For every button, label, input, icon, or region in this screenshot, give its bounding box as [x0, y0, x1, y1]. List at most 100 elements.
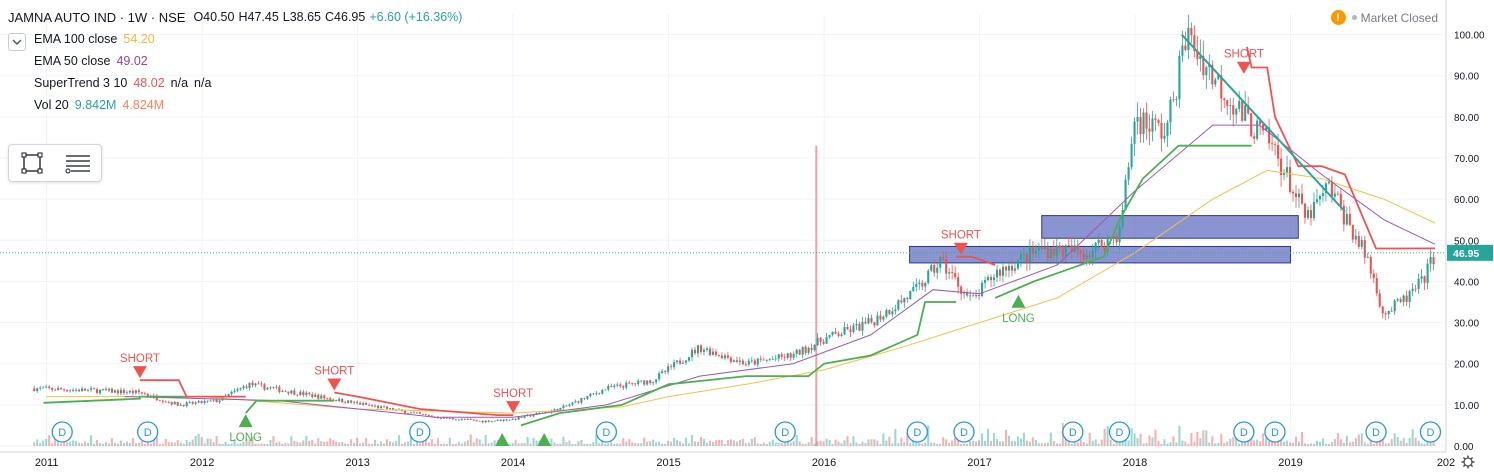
- zone-rectangles[interactable]: [909, 215, 1299, 264]
- candle-body: [281, 390, 284, 392]
- dividend-label: D: [1116, 427, 1124, 439]
- indicator-row[interactable]: EMA 100 close 54.20: [8, 28, 462, 50]
- volume-bar: [520, 443, 523, 446]
- candle-body: [894, 309, 897, 312]
- candle-body: [960, 286, 963, 294]
- volume-bar: [1399, 440, 1402, 446]
- candle-body: [995, 269, 999, 278]
- candle-body: [514, 418, 517, 420]
- candle-body: [1001, 266, 1005, 276]
- candle-body: [1247, 105, 1250, 114]
- volume-bar: [1097, 443, 1100, 446]
- candle-body: [1238, 100, 1241, 109]
- dividend-marker[interactable]: D: [137, 421, 159, 443]
- short-label: SHORT: [941, 230, 981, 242]
- zone-rectangle: [909, 245, 1292, 264]
- settings-lines-tool[interactable]: [55, 145, 101, 181]
- dividend-marker[interactable]: D: [409, 421, 431, 443]
- short-arrow: [506, 401, 521, 414]
- candle-body: [981, 282, 984, 297]
- volume-bar: [1151, 437, 1154, 446]
- candle-body: [1351, 224, 1354, 240]
- candle-body: [1283, 172, 1286, 176]
- dividend-marker[interactable]: D: [1108, 421, 1131, 443]
- candle-body: [146, 394, 149, 396]
- x-tick-label: 2016: [812, 457, 836, 469]
- candle-body: [457, 419, 460, 421]
- volume-bar: [472, 442, 475, 446]
- volume-bar: [702, 438, 706, 446]
- volume-bar: [95, 440, 99, 446]
- candle-body: [565, 405, 568, 407]
- rectangle-tool[interactable]: [9, 145, 55, 181]
- symbol-title[interactable]: JAMNA AUTO IND · 1W · NSE: [8, 9, 186, 25]
- trendline[interactable]: [1180, 33, 1346, 213]
- candle-body: [673, 362, 676, 368]
- dividend-marker[interactable]: D: [1233, 421, 1255, 443]
- candles: [33, 14, 1435, 424]
- candle-body: [679, 360, 682, 364]
- candle-body: [1214, 79, 1217, 85]
- volume-bar: [583, 443, 586, 446]
- candle-body: [424, 414, 427, 416]
- volume-bar: [1007, 435, 1011, 446]
- candle-body: [427, 415, 430, 416]
- candle-body: [421, 413, 424, 415]
- candle-body: [1229, 105, 1232, 106]
- candle-body: [676, 360, 679, 363]
- dividend-marker[interactable]: D: [1062, 421, 1084, 443]
- volume-bar: [1073, 439, 1076, 446]
- candle-body: [1390, 310, 1393, 312]
- candle-body: [460, 418, 463, 420]
- volume-bar: [75, 440, 78, 446]
- dividend-marker[interactable]: D: [953, 421, 975, 443]
- volume-bar: [1205, 430, 1208, 446]
- candle-body: [517, 416, 520, 420]
- volume-bar: [577, 441, 580, 446]
- volume-bar: [83, 441, 87, 446]
- y-tick-label: 10.00: [1454, 401, 1479, 412]
- volume-bar: [356, 437, 359, 446]
- indicator-row[interactable]: EMA 50 close 49.02: [8, 50, 462, 72]
- dividend-marker[interactable]: D: [906, 421, 929, 443]
- candle-body: [1148, 128, 1151, 132]
- candle-body: [1300, 193, 1304, 204]
- candle-body: [885, 310, 888, 317]
- volume-bar: [116, 443, 119, 446]
- candle-body: [1405, 295, 1408, 302]
- x-tick-label: 2018: [1123, 457, 1147, 469]
- dividend-marker[interactable]: D: [1419, 421, 1442, 443]
- market-status[interactable]: ! Market Closed: [1330, 10, 1438, 25]
- dividend-marker[interactable]: D: [1365, 421, 1387, 443]
- gear-icon[interactable]: [1461, 455, 1475, 469]
- volume-bar: [466, 440, 469, 446]
- volume-bar: [290, 436, 293, 446]
- candle-body: [463, 418, 466, 420]
- indicator-row[interactable]: Vol 20 9.842M 4.824M: [8, 94, 462, 116]
- dividend-marker[interactable]: D: [774, 421, 796, 443]
- volume-bar: [385, 439, 389, 446]
- y-tick-label: 50.00: [1454, 236, 1479, 247]
- volume-bar: [963, 443, 966, 446]
- candle-body: [1345, 213, 1348, 225]
- dividend-label: D: [58, 427, 66, 439]
- candle-body: [128, 390, 131, 393]
- candle-body: [631, 382, 634, 384]
- indicator-row[interactable]: SuperTrend 3 10 48.02 n/a n/a: [8, 72, 462, 94]
- dividend-marker[interactable]: D: [595, 421, 618, 443]
- volume-bar: [759, 443, 762, 446]
- volume-bar: [622, 438, 625, 446]
- candle-body: [1420, 276, 1423, 279]
- candle-body: [846, 327, 849, 330]
- candle-body: [1193, 35, 1196, 52]
- long-arrow: [537, 433, 552, 446]
- legend-collapse-button[interactable]: [8, 33, 26, 51]
- dividend-marker[interactable]: D: [51, 421, 73, 443]
- volume-bar: [1145, 442, 1148, 446]
- candle-body: [66, 390, 69, 392]
- volume-bar: [1169, 442, 1172, 446]
- volume-bar: [1262, 433, 1265, 446]
- dividend-marker[interactable]: D: [1264, 421, 1286, 443]
